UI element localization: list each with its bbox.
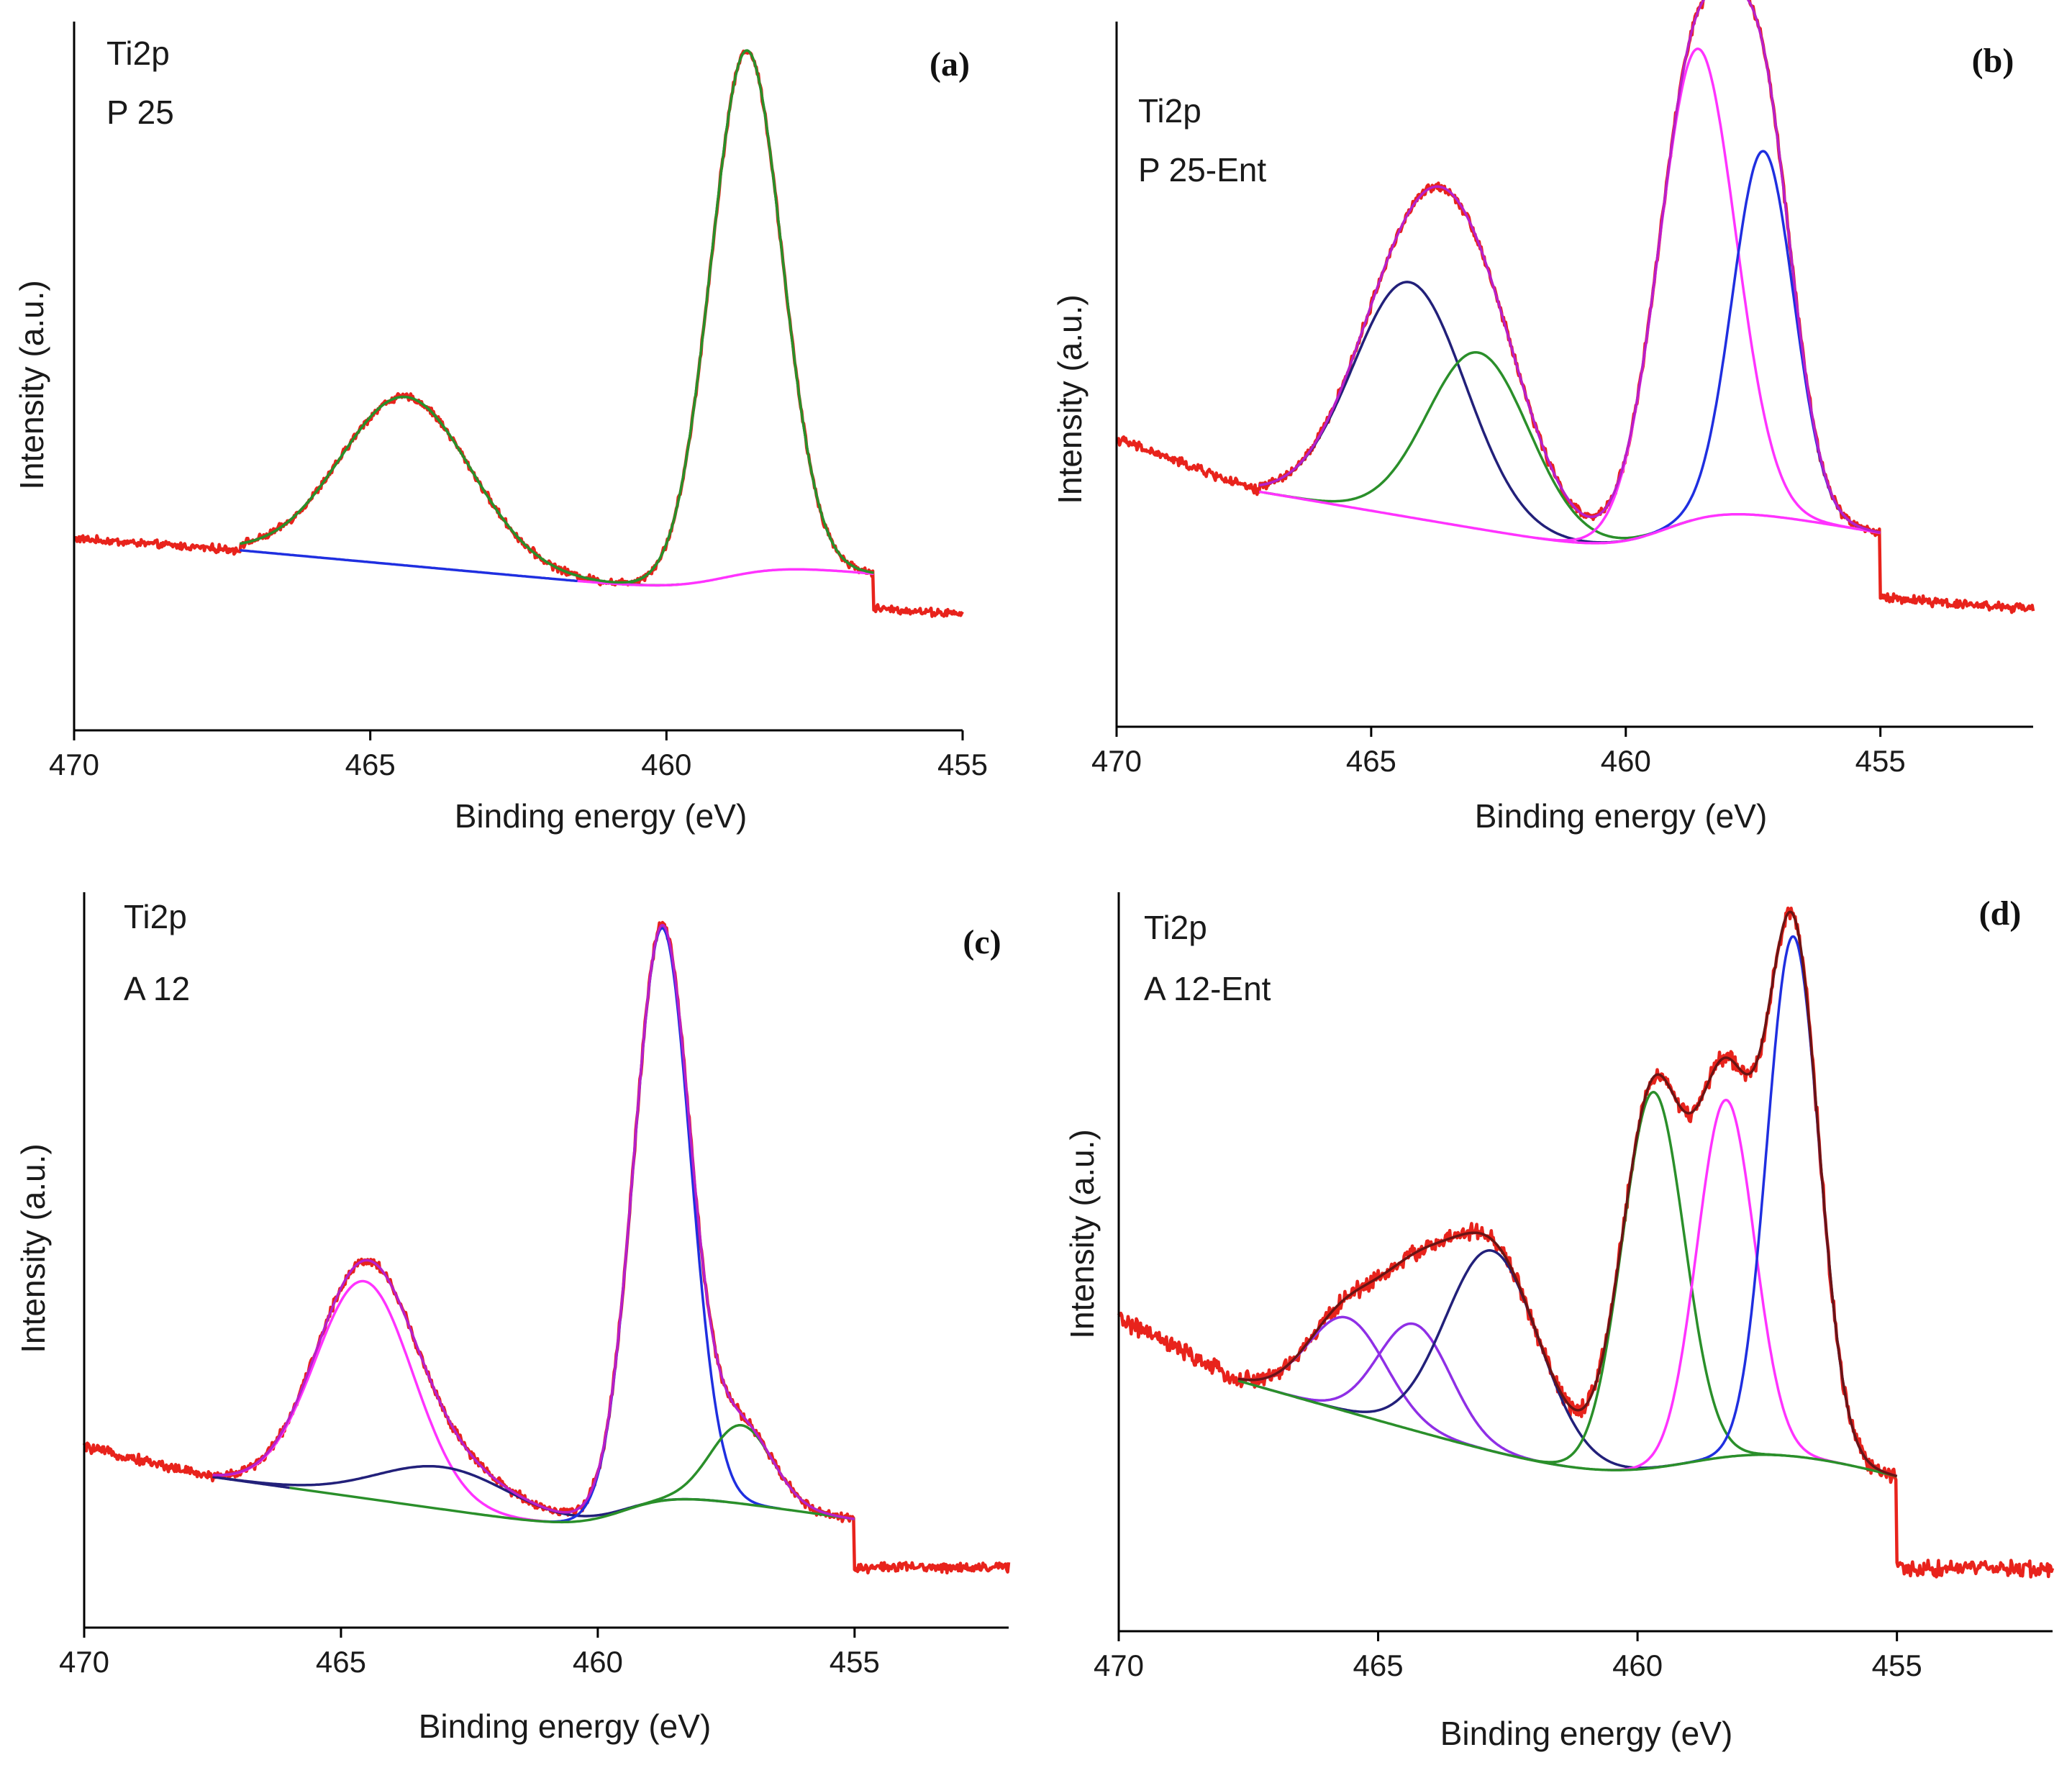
y-axis-label: Intensity (a.u.) [1051,294,1089,504]
background-line-left [240,548,578,583]
panel-d: 470 465 460 455 Binding energy (eV) Intensity… [1063,892,2055,1752]
background-line-left [212,1475,290,1489]
component-peak-line-3 [543,927,781,1523]
x-axis-label: Binding energy (eV) [455,797,748,835]
panel-label: (d) [1979,894,2022,933]
background-line-right [1574,512,1881,545]
y-axis-label: Intensity (a.u.) [13,280,50,489]
x-axis-label: Binding energy (eV) [1440,1715,1733,1752]
x-tick-label: 470 [59,1645,109,1679]
component-peak-line-5 [1606,1099,1846,1471]
component-peak-line-3 [1296,1249,1689,1469]
sample-annotation: A 12 [124,970,190,1007]
panel-label: (a) [930,45,970,83]
panel-b: 470 465 460 455 Binding energy (eV) Intensity… [1051,0,2035,835]
background-line-right [577,568,874,587]
x-tick-label: 460 [1601,744,1651,778]
background-line-left [1237,1379,1586,1470]
raw-spectrum-line [1115,0,2035,614]
element-annotation: Ti2p [106,35,170,72]
element-annotation: Ti2p [1144,909,1207,946]
x-axis-label: Binding energy (eV) [419,1707,712,1745]
fit-envelope-line [212,924,855,1520]
x-tick-label: 455 [937,748,988,781]
component-peak-line-1 [1258,281,1645,544]
element-annotation: Ti2p [124,898,187,935]
y-axis-label: Intensity (a.u.) [14,1143,52,1353]
component-peak-line-3 [1536,47,1858,542]
component-peak-line-4 [1522,1091,1784,1464]
x-tick-label: 455 [1872,1648,1922,1682]
background-line-right [289,1486,855,1524]
panel-a: 470 465 460 455 Binding energy (eV) Intensity… [13,22,988,835]
x-tick-label: 470 [1094,1648,1144,1682]
x-tick-label: 465 [1346,744,1396,778]
x-tick-label: 465 [1353,1648,1404,1682]
component-peak-line-2 [1263,350,1693,540]
panel-label: (b) [1972,42,2014,80]
background-line-right [1585,1453,1898,1478]
x-tick-label: 460 [641,748,691,781]
fit-envelope-line [240,49,874,584]
sample-annotation: P 25 [106,94,174,131]
panel-c: 470 465 460 455 Binding energy (eV) Intensity… [14,892,1011,1745]
x-tick-label: 455 [1855,744,1906,778]
sample-annotation: P 25-Ent [1138,151,1266,189]
x-tick-label: 455 [830,1645,880,1679]
component-peak-line-2 [1261,1322,1568,1468]
component-peak-line-4 [1635,150,1881,540]
sample-annotation: A 12-Ent [1144,970,1271,1007]
x-tick-label: 460 [1612,1648,1663,1682]
component-peak-line-1 [1237,1315,1511,1457]
component-peak-line-2 [596,49,874,585]
component-peak-line-1 [212,1279,569,1524]
fit-envelope-line [1237,910,1898,1478]
x-axis-label: Binding energy (eV) [1475,797,1768,835]
x-tick-label: 470 [49,748,99,781]
component-peak-line-4 [612,1423,855,1520]
x-tick-label: 465 [316,1645,366,1679]
x-tick-label: 465 [345,748,396,781]
raw-spectrum-line [73,49,964,618]
component-peak-line-6 [1684,935,1898,1478]
y-axis-label: Intensity (a.u.) [1063,1129,1101,1338]
x-tick-label: 470 [1091,744,1142,778]
fit-envelope-line [1258,0,1881,534]
x-tick-label: 460 [573,1645,623,1679]
background-line-left [1258,490,1576,544]
element-annotation: Ti2p [1138,92,1201,130]
panel-label: (c) [963,923,1001,961]
raw-spectrum-line [1117,906,2055,1579]
